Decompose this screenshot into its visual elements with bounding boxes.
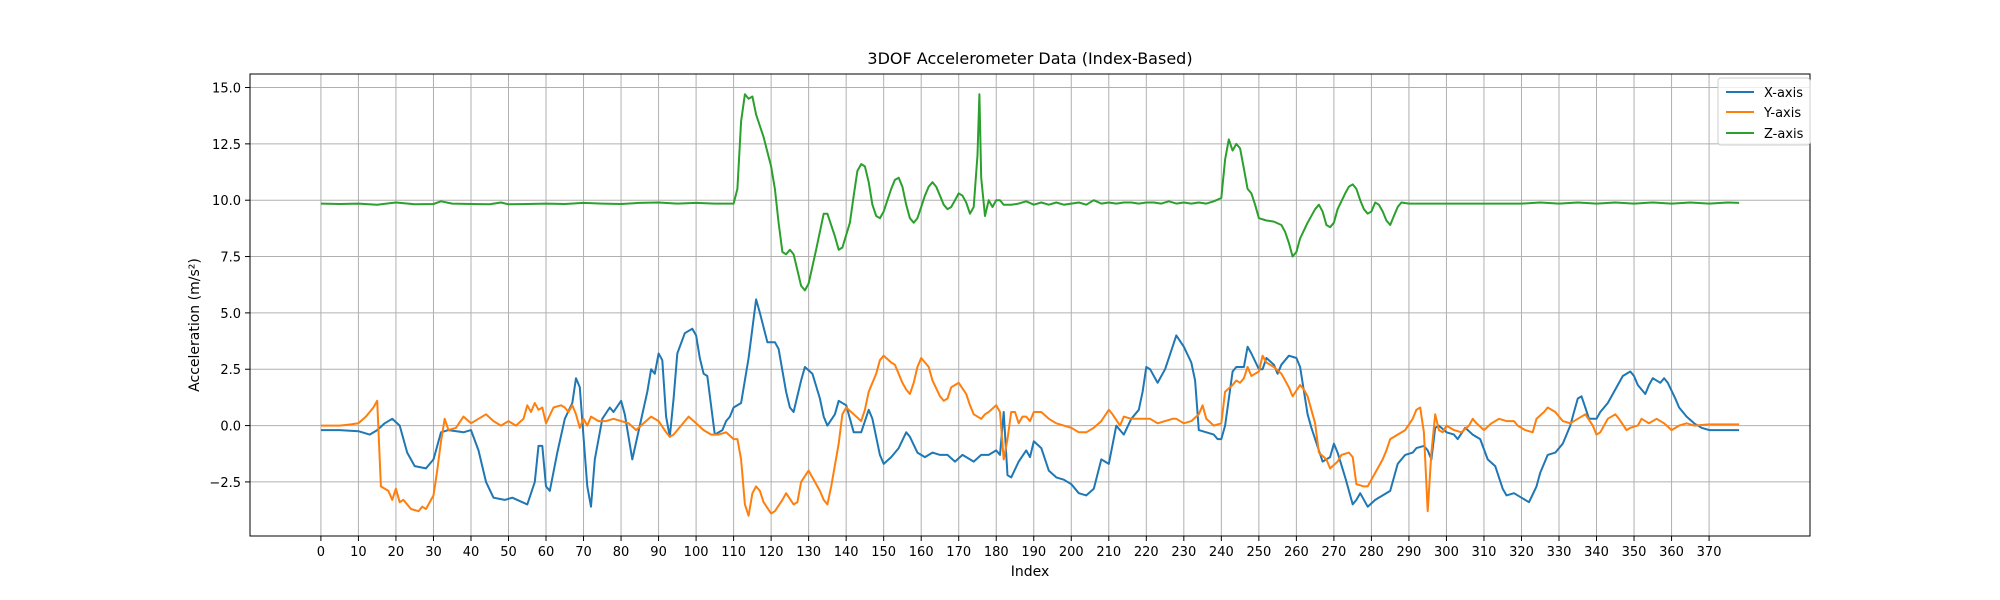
legend-label-y: Y-axis bbox=[1763, 106, 1801, 121]
x-tick-label: 230 bbox=[1171, 545, 1196, 560]
y-tick-label: −2.5 bbox=[209, 476, 241, 491]
x-axis-ticks: 0 10 20 30 40 50 60 70 80 90 100 110 120 130 140 150 160… bbox=[317, 536, 1722, 560]
x-tick-label: 170 bbox=[946, 545, 971, 560]
x-tick-label: 330 bbox=[1547, 545, 1572, 560]
x-tick-label: 180 bbox=[984, 545, 1009, 560]
x-tick-label: 50 bbox=[500, 545, 517, 560]
x-tick-label: 90 bbox=[650, 545, 667, 560]
x-tick-label: 100 bbox=[684, 545, 709, 560]
legend-label-x: X-axis bbox=[1764, 86, 1803, 101]
x-tick-label: 160 bbox=[909, 545, 934, 560]
y-tick-label: 7.5 bbox=[220, 251, 241, 266]
x-tick-label: 270 bbox=[1321, 545, 1346, 560]
y-axis-label: Acceleration (m/s²) bbox=[187, 258, 203, 392]
series-line-y-axis bbox=[320, 354, 1740, 517]
x-tick-label: 310 bbox=[1472, 545, 1497, 560]
x-tick-label: 200 bbox=[1059, 545, 1084, 560]
x-tick-label: 120 bbox=[759, 545, 784, 560]
x-tick-label: 360 bbox=[1659, 545, 1684, 560]
y-axis-ticks: −2.5 0.0 2.5 5.0 7.5 10.0 12.5 15.0 bbox=[209, 82, 250, 491]
x-tick-label: 130 bbox=[796, 545, 821, 560]
x-tick-label: 0 bbox=[317, 545, 325, 560]
y-tick-label: 10.0 bbox=[212, 194, 241, 209]
legend: X-axis Y-axis Z-axis bbox=[1717, 77, 1811, 146]
series-lines bbox=[320, 93, 1740, 517]
chart-title: 3DOF Accelerometer Data (Index-Based) bbox=[867, 49, 1192, 68]
x-tick-label: 190 bbox=[1021, 545, 1046, 560]
x-tick-label: 280 bbox=[1359, 545, 1384, 560]
series-line-z-axis bbox=[320, 93, 1740, 292]
x-tick-label: 240 bbox=[1209, 545, 1234, 560]
grid-lines bbox=[250, 74, 1810, 536]
x-tick-label: 150 bbox=[871, 545, 896, 560]
x-axis-label: Index bbox=[1011, 564, 1050, 580]
y-tick-label: 0.0 bbox=[220, 420, 241, 435]
y-tick-label: 12.5 bbox=[212, 138, 241, 153]
legend-label-z: Z-axis bbox=[1764, 127, 1804, 142]
x-tick-label: 60 bbox=[538, 545, 555, 560]
y-tick-label: 2.5 bbox=[220, 363, 241, 378]
x-tick-label: 70 bbox=[575, 545, 592, 560]
y-tick-label: 5.0 bbox=[220, 307, 241, 322]
series-line-x-axis bbox=[320, 298, 1740, 508]
x-tick-label: 30 bbox=[425, 545, 442, 560]
y-tick-label: 15.0 bbox=[212, 82, 241, 97]
x-tick-label: 350 bbox=[1622, 545, 1647, 560]
x-tick-label: 220 bbox=[1134, 545, 1159, 560]
x-tick-label: 80 bbox=[613, 545, 630, 560]
x-tick-label: 340 bbox=[1584, 545, 1609, 560]
x-tick-label: 10 bbox=[350, 545, 367, 560]
x-tick-label: 250 bbox=[1246, 545, 1271, 560]
x-tick-label: 40 bbox=[463, 545, 480, 560]
x-tick-label: 320 bbox=[1509, 545, 1534, 560]
x-tick-label: 260 bbox=[1284, 545, 1309, 560]
x-tick-label: 110 bbox=[721, 545, 746, 560]
x-tick-label: 370 bbox=[1697, 545, 1722, 560]
legend-frame bbox=[1717, 77, 1811, 146]
x-tick-label: 210 bbox=[1096, 545, 1121, 560]
x-tick-label: 20 bbox=[388, 545, 405, 560]
x-tick-label: 140 bbox=[834, 545, 859, 560]
x-tick-label: 290 bbox=[1397, 545, 1422, 560]
x-tick-label: 300 bbox=[1434, 545, 1459, 560]
plot-area-frame bbox=[249, 73, 1811, 537]
